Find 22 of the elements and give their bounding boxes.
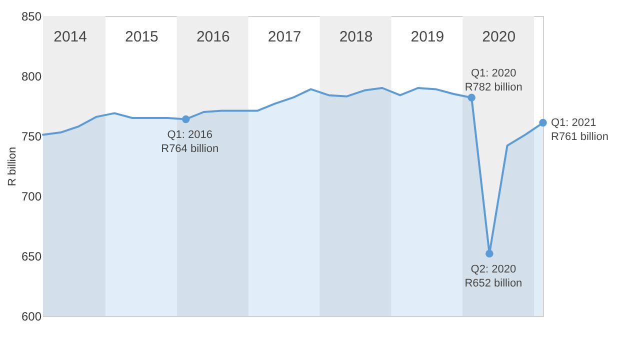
point — [539, 118, 547, 127]
y-axis-title: R billion — [6, 146, 18, 186]
point — [468, 94, 476, 102]
annotation: Q1: 2016 R764 billion — [161, 129, 219, 156]
annotation: Q1: 2020 R782 billion — [464, 68, 522, 94]
y-tick-label: 800 — [21, 70, 42, 84]
y-tick-label: 750 — [21, 130, 42, 144]
y-tick-label: 600 — [21, 310, 42, 324]
x-tick-label: 2017 — [268, 28, 302, 46]
annotation: Q2: 2020 R652 billion — [464, 264, 522, 290]
x-tick-label: 2020 — [482, 28, 516, 46]
point — [486, 250, 494, 258]
x-tick-label: 2015 — [125, 28, 158, 46]
y-tick-label: 700 — [21, 190, 42, 204]
point — [182, 115, 190, 124]
x-tick-label: 2019 — [410, 28, 444, 46]
y-tick-label: 650 — [21, 250, 42, 264]
y-tick-label: 850 — [21, 10, 42, 24]
x-tick-label: 2014 — [54, 28, 87, 46]
x-tick-label: 2016 — [196, 28, 230, 46]
annotation: Q1: 2021 R761 billion — [551, 116, 608, 143]
x-tick-label: 2018 — [339, 28, 373, 46]
